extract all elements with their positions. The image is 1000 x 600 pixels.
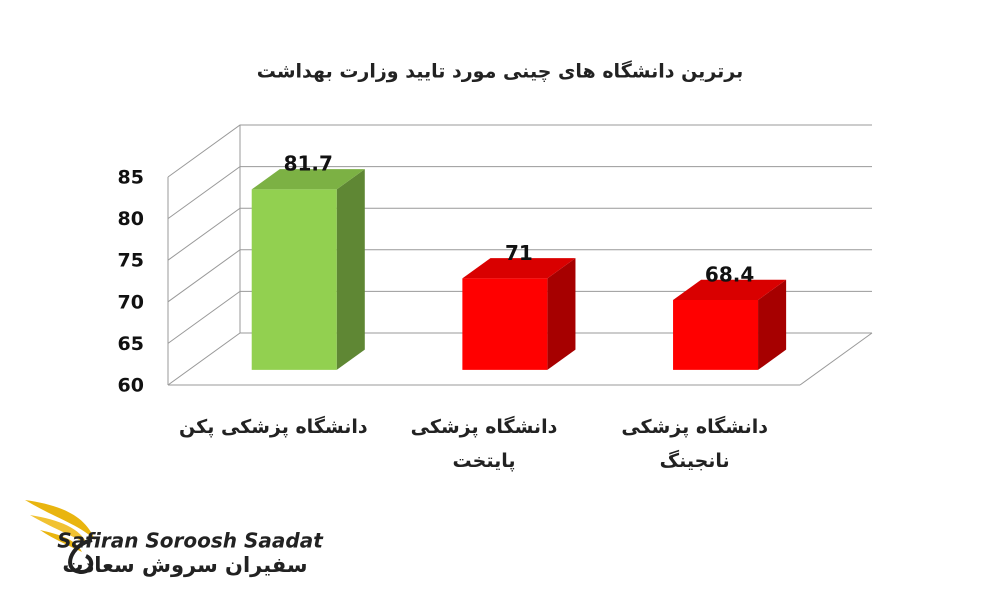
bar (251, 189, 337, 370)
bar-top (251, 169, 365, 190)
bar-side (547, 258, 576, 370)
grid-line (167, 332, 872, 386)
y-tick-label: 70 (118, 291, 144, 313)
bar (462, 278, 548, 370)
y-tick-label: 80 (118, 208, 144, 230)
grid-line (167, 166, 872, 220)
logo-icon (25, 500, 95, 574)
x-tick-label: دانشگاه پزشکی پکن (179, 416, 368, 438)
bar-top (462, 258, 576, 279)
y-tick-label: 85 (118, 167, 144, 189)
x-tick-label: دانشگاه پزشکی پایتخت (410, 416, 558, 472)
x-tick-label: دانشگاه پزشکی نانجینگ (621, 416, 768, 472)
bar (673, 300, 759, 370)
axis-line (799, 332, 873, 386)
value-label: 71 (505, 241, 533, 265)
logo-name-fa: سفیران سروش سعادت (62, 553, 307, 577)
logo-name: Safiran Soroosh Saadat (57, 529, 324, 553)
y-tick-label: 65 (118, 333, 144, 355)
value-label: 81.7 (284, 152, 333, 176)
bar-top (673, 279, 787, 301)
grid-line (167, 290, 872, 344)
y-tick-label: 60 (118, 375, 144, 397)
grid-line (167, 249, 872, 303)
grid-line (167, 124, 872, 178)
y-tick-label: 75 (118, 250, 144, 272)
bar-side (758, 279, 787, 370)
value-label: 68.4 (705, 262, 754, 286)
grid-line (167, 207, 872, 261)
chart-title: برترین دانشگاه های چینی مورد تایید وزارت… (257, 60, 743, 83)
bar-side (336, 169, 365, 370)
